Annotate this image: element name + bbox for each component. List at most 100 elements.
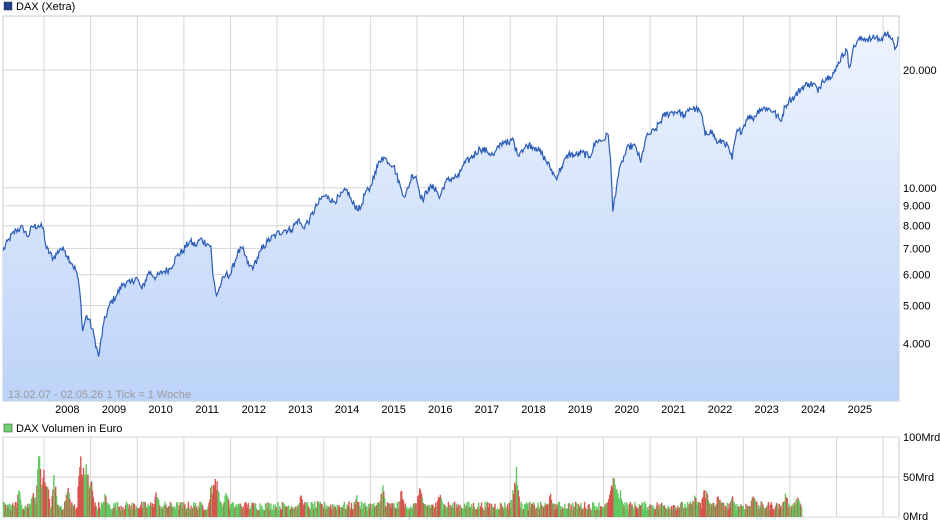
volume-bar xyxy=(275,507,277,517)
volume-bar xyxy=(289,508,292,517)
volume-bar xyxy=(553,503,555,517)
volume-bar xyxy=(794,504,796,517)
volume-bar xyxy=(332,504,334,517)
volume-bar xyxy=(749,507,752,517)
volume-bar xyxy=(165,505,167,517)
volume-bar xyxy=(430,505,432,517)
volume-bar xyxy=(492,507,494,517)
volume-bar xyxy=(756,501,758,517)
volume-bar xyxy=(137,508,139,517)
volume-bar xyxy=(297,506,299,517)
volume-bar xyxy=(570,504,572,517)
volume-bar xyxy=(720,502,722,517)
volume-bar xyxy=(618,497,620,517)
volume-bar xyxy=(630,505,632,517)
volume-bar xyxy=(54,489,56,517)
volume-bar xyxy=(118,506,120,517)
volume-bar xyxy=(55,496,58,517)
volume-bar xyxy=(669,507,671,517)
volume-bar xyxy=(171,506,173,517)
volume-bar xyxy=(564,503,566,517)
volume-bar xyxy=(445,506,447,517)
volume-bar xyxy=(176,502,179,517)
volume-bar xyxy=(243,510,245,517)
volume-bar xyxy=(757,505,760,517)
volume-bar xyxy=(150,505,153,517)
volume-bar xyxy=(24,505,26,517)
volume-bar xyxy=(57,505,60,517)
volume-bar xyxy=(791,506,793,517)
volume-bar xyxy=(757,508,759,517)
volume-bar xyxy=(198,508,200,517)
volume-bar xyxy=(408,507,410,517)
volume-bar xyxy=(613,478,615,517)
volume-bar xyxy=(120,505,122,517)
volume-bar xyxy=(259,503,261,517)
volume-bar xyxy=(662,505,665,517)
volume-bar xyxy=(329,507,331,517)
volume-bar xyxy=(700,508,702,517)
volume-bar xyxy=(798,499,800,517)
volume-bar xyxy=(727,509,729,517)
volume-bar xyxy=(554,509,556,517)
volume-bar xyxy=(237,507,239,517)
volume-bar xyxy=(697,501,700,517)
volume-bar xyxy=(17,494,19,517)
price-series-line xyxy=(3,31,899,357)
volume-bar xyxy=(663,505,666,517)
volume-bar xyxy=(313,509,315,517)
volume-bar xyxy=(529,501,531,517)
volume-bar xyxy=(217,490,219,517)
volume-bar xyxy=(797,497,799,517)
volume-bar xyxy=(249,508,251,517)
volume-bar xyxy=(481,507,484,517)
volume-bar xyxy=(754,499,756,517)
volume-bar xyxy=(405,506,407,517)
volume-bar xyxy=(297,504,300,517)
volume-bar xyxy=(504,502,506,517)
volume-bar xyxy=(253,502,255,517)
volume-bar xyxy=(220,502,222,517)
volume-bar xyxy=(16,502,18,517)
volume-bar xyxy=(575,501,577,517)
volume-y-tick-label: 0Mrd xyxy=(903,511,928,523)
volume-bar xyxy=(476,509,478,517)
volume-bar xyxy=(677,506,679,517)
volume-bar xyxy=(672,505,675,517)
volume-bar xyxy=(670,506,673,517)
volume-bar xyxy=(188,508,190,517)
volume-bar xyxy=(666,509,668,517)
volume-bar xyxy=(258,510,260,517)
volume-bar xyxy=(348,501,350,517)
volume-bar xyxy=(533,504,536,517)
volume-bar xyxy=(792,506,795,517)
volume-bar xyxy=(155,492,157,517)
volume-bar xyxy=(471,508,474,517)
volume-bar xyxy=(543,506,545,517)
volume-bar xyxy=(280,510,283,517)
volume-bar xyxy=(568,503,571,517)
volume-bar xyxy=(421,497,424,517)
price-x-axis: 2008 2009 2010 2011 2012 2013 2014 2015 2016 2017… xyxy=(55,404,872,416)
volume-bar xyxy=(3,501,5,517)
volume-bar xyxy=(552,504,554,517)
volume-bar xyxy=(739,508,741,517)
price-y-tick-label: 20.000 xyxy=(903,65,937,77)
volume-bar xyxy=(174,506,176,517)
price-legend-marker xyxy=(3,1,13,11)
volume-bar xyxy=(659,507,661,517)
volume-bar xyxy=(789,504,791,517)
volume-legend: DAX Volumen in Euro xyxy=(3,423,122,435)
volume-bar xyxy=(194,505,196,517)
volume-bar xyxy=(579,506,581,517)
volume-bar xyxy=(748,506,750,517)
volume-bar xyxy=(131,502,133,517)
volume-bar xyxy=(87,474,89,517)
volume-bar xyxy=(30,498,33,517)
volume-bar xyxy=(648,506,650,517)
volume-bar xyxy=(409,509,411,517)
volume-bar xyxy=(500,503,502,517)
volume-bar xyxy=(64,500,67,517)
volume-bar xyxy=(208,502,210,517)
volume-bar xyxy=(623,506,625,517)
